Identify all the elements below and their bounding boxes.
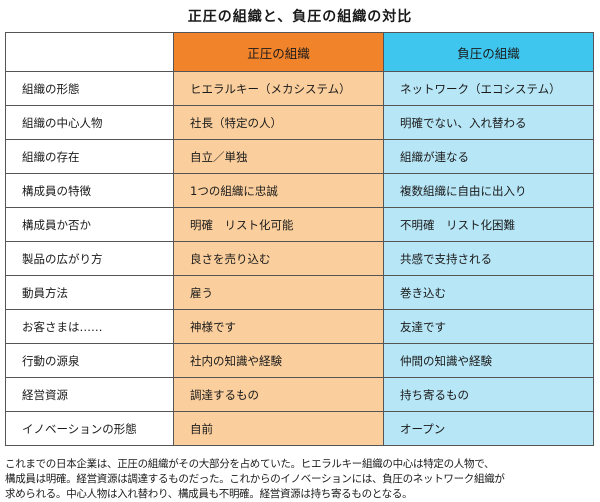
positive-cell: 良さを売り込む — [173, 241, 384, 276]
row-label: お客さまは…… — [5, 309, 174, 344]
row-label: 製品の広がり方 — [5, 241, 174, 276]
row-label: 行動の源泉 — [5, 343, 174, 378]
positive-cell: 自立／単独 — [173, 139, 384, 174]
positive-cell: 明確 リスト化可能 — [173, 207, 384, 242]
table-row: 組織の中心人物 社長（特定の人） 明確でない、入れ替わる — [5, 105, 594, 140]
caption-line: 求められる。中心人物は入れ替わり、構成員も不明確。経営資源は持ち寄るものとなる。 — [5, 488, 413, 500]
table-row: 構成員の特徴 1つの組織に忠誠 複数組織に自由に出入り — [5, 173, 594, 208]
negative-cell: 巻き込む — [383, 275, 594, 310]
header-blank-cell — [5, 32, 174, 72]
table-row: イノベーションの形態 自前 オープン — [5, 411, 594, 446]
caption-line: 構成員は明確。経営資源は調達するものだった。これからのイノベーションには、負圧の… — [5, 473, 505, 485]
table-header-row: 正圧の組織 負圧の組織 — [5, 32, 594, 72]
figure-caption: これまでの日本企業は、正圧の組織がその大部分を占めていた。ヒエラルキー組織の中心… — [5, 457, 595, 502]
positive-cell: 調達するもの — [173, 377, 384, 412]
header-negative-pressure: 負圧の組織 — [383, 32, 594, 72]
table-row: 組織の存在 自立／単独 組織が連なる — [5, 139, 594, 174]
negative-cell: 不明確 リスト化困難 — [383, 207, 594, 242]
positive-cell: 雇う — [173, 275, 384, 310]
row-label: 動員方法 — [5, 275, 174, 310]
positive-cell: ヒエラルキー（メカシステム） — [173, 71, 384, 106]
row-label: 構成員の特徴 — [5, 173, 174, 208]
negative-cell: 友達です — [383, 309, 594, 344]
header-positive-pressure: 正圧の組織 — [173, 32, 384, 72]
table-row: 行動の源泉 社内の知識や経験 仲間の知識や経験 — [5, 343, 594, 378]
positive-cell: 自前 — [173, 411, 384, 446]
row-label: 組織の存在 — [5, 139, 174, 174]
negative-cell: 複数組織に自由に出入り — [383, 173, 594, 208]
comparison-table: 正圧の組織 負圧の組織 組織の形態 ヒエラルキー（メカシステム） ネットワーク（… — [5, 32, 594, 446]
table-row: 製品の広がり方 良さを売り込む 共感で支持される — [5, 241, 594, 276]
positive-cell: 社長（特定の人） — [173, 105, 384, 140]
negative-cell: 持ち寄るもの — [383, 377, 594, 412]
table-row: 動員方法 雇う 巻き込む — [5, 275, 594, 310]
negative-cell: 明確でない、入れ替わる — [383, 105, 594, 140]
positive-cell: 神様です — [173, 309, 384, 344]
negative-cell: オープン — [383, 411, 594, 446]
table-row: 構成員か否か 明確 リスト化可能 不明確 リスト化困難 — [5, 207, 594, 242]
table-row: お客さまは…… 神様です 友達です — [5, 309, 594, 344]
page-title: 正圧の組織と、負圧の組織の対比 — [187, 9, 413, 25]
caption-line: これまでの日本企業は、正圧の組織がその大部分を占めていた。ヒエラルキー組織の中心… — [5, 458, 495, 470]
row-label: 経営資源 — [5, 377, 174, 412]
table-row: 経営資源 調達するもの 持ち寄るもの — [5, 377, 594, 412]
positive-cell: 社内の知識や経験 — [173, 343, 384, 378]
negative-cell: 仲間の知識や経験 — [383, 343, 594, 378]
row-label: 組織の形態 — [5, 71, 174, 106]
negative-cell: 組織が連なる — [383, 139, 594, 174]
row-label: イノベーションの形態 — [5, 411, 174, 446]
table-row: 組織の形態 ヒエラルキー（メカシステム） ネットワーク（エコシステム） — [5, 71, 594, 106]
negative-cell: 共感で支持される — [383, 241, 594, 276]
positive-cell: 1つの組織に忠誠 — [173, 173, 384, 208]
row-label: 構成員か否か — [5, 207, 174, 242]
row-label: 組織の中心人物 — [5, 105, 174, 140]
negative-cell: ネットワーク（エコシステム） — [383, 71, 594, 106]
